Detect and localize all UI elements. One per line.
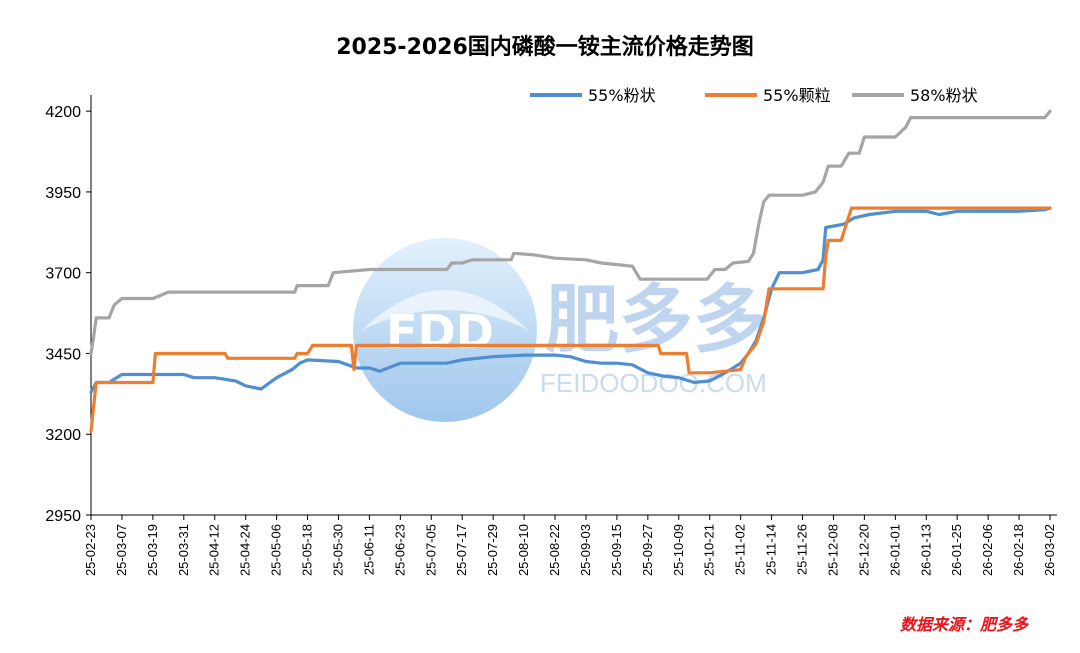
x-tick-label: 25-03-07 (114, 524, 129, 576)
y-tick-label: 3450 (45, 346, 81, 363)
x-tick-label: 25-05-06 (269, 524, 284, 576)
x-tick-label: 25-11-02 (733, 524, 748, 575)
x-tick-label: 25-04-24 (238, 524, 253, 576)
watermark-logo-text: FDD (386, 305, 494, 359)
x-tick-label: 25-02-23 (83, 524, 98, 576)
x-tick-label: 26-01-01 (887, 524, 902, 576)
x-tick-label: 25-06-23 (392, 524, 407, 576)
x-tick-label: 26-03-02 (1042, 524, 1057, 576)
legend-label-3: 58%粉状 (910, 86, 978, 105)
x-tick-label: 25-07-29 (485, 524, 500, 576)
axes: 2950 3200 3450 3700 3950 4200 25-02-23 25-03-0… (45, 95, 1057, 576)
x-tick-label: 25-08-10 (516, 524, 531, 576)
x-tick-label: 25-11-26 (795, 524, 810, 575)
x-tick-label: 25-10-09 (671, 524, 686, 576)
source-note: 数据来源：肥多多 (900, 615, 1030, 634)
x-tick-label: 25-08-22 (547, 524, 562, 576)
x-tick-label: 25-07-17 (454, 524, 469, 576)
legend-label-2: 55%颗粒 (763, 86, 831, 105)
x-tick-label: 25-10-21 (702, 524, 717, 576)
series-layer (89, 109, 1052, 433)
x-tick-label: 25-07-05 (423, 524, 438, 576)
x-tick-label: 25-12-08 (825, 524, 840, 576)
legend-label-1: 55%粉状 (588, 86, 656, 105)
x-tick-label: 25-04-12 (207, 524, 222, 576)
x-tick-label: 26-01-13 (918, 524, 933, 576)
y-tick-label: 4200 (45, 104, 81, 121)
x-tick-label: 25-03-31 (176, 524, 191, 576)
legend: 55%粉状 55%颗粒 58%粉状 (530, 86, 978, 105)
series-line-3 (89, 109, 1052, 356)
x-tick-label: 25-05-30 (330, 524, 345, 576)
series-line-2 (89, 206, 1052, 433)
chart-title: 2025-2026国内磷酸一铵主流价格走势图 (336, 34, 754, 60)
x-tick-label: 25-05-18 (300, 524, 315, 576)
y-tick-label: 2950 (45, 508, 81, 525)
y-tick-label: 3700 (45, 266, 81, 283)
watermark-cn-text: 肥多多 (545, 277, 767, 363)
x-tick-label: 26-02-18 (1011, 524, 1026, 576)
y-tick-label: 3200 (45, 427, 81, 444)
watermark: FDD 肥多多 FEIDOODOO.COM (353, 238, 767, 422)
x-tick-label: 25-09-27 (640, 524, 655, 576)
x-tick-label: 25-11-14 (764, 524, 779, 575)
x-tick-label: 25-12-20 (856, 524, 871, 576)
y-ticks: 2950 3200 3450 3700 3950 4200 (45, 104, 91, 525)
x-tick-label: 25-09-03 (578, 524, 593, 576)
x-tick-label: 26-01-25 (949, 524, 964, 576)
x-tick-label: 25-09-15 (609, 524, 624, 576)
y-tick-label: 3950 (45, 185, 81, 202)
x-tick-label: 26-02-06 (980, 524, 995, 576)
watermark-logo-wave (362, 290, 528, 330)
x-ticks: 25-02-23 25-03-07 25-03-19 25-03-31 25-04-12… (83, 515, 1057, 576)
x-tick-label: 25-03-19 (145, 524, 160, 576)
x-tick-label: 25-06-11 (361, 524, 376, 575)
watermark-logo-circle (353, 238, 537, 422)
